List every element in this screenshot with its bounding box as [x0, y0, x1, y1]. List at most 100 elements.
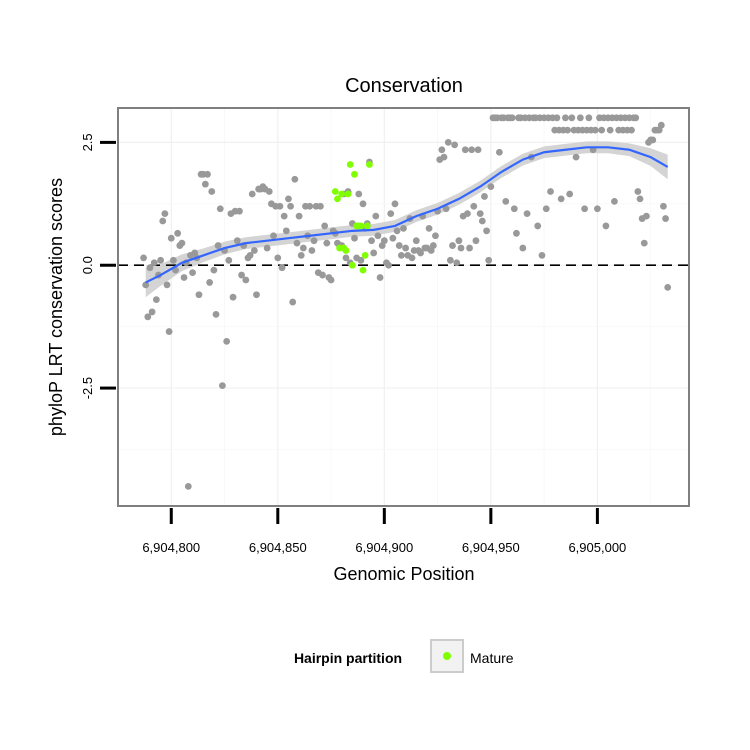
- data-point: [440, 153, 448, 161]
- mature-point: [342, 247, 350, 254]
- panel-background: [118, 108, 689, 506]
- data-point: [148, 308, 156, 316]
- data-point: [355, 190, 363, 198]
- data-point: [169, 256, 177, 264]
- data-point: [342, 254, 350, 262]
- data-point: [598, 126, 606, 134]
- data-point: [157, 256, 165, 264]
- data-point: [319, 271, 326, 279]
- x-tick-label: 6,904,950: [462, 540, 520, 555]
- data-point: [408, 254, 416, 262]
- data-point: [425, 224, 433, 232]
- data-point: [576, 114, 584, 122]
- y-tick-label: 2.5: [80, 133, 95, 151]
- data-point: [306, 202, 314, 210]
- data-point: [513, 229, 520, 237]
- data-point: [287, 202, 294, 210]
- data-point: [265, 188, 273, 195]
- data-point: [495, 148, 503, 156]
- data-point: [236, 207, 243, 215]
- data-point: [628, 126, 635, 134]
- legend: Hairpin partition Mature: [294, 639, 514, 673]
- data-point: [299, 244, 307, 252]
- data-point: [246, 252, 254, 259]
- data-point: [397, 252, 405, 259]
- data-point: [642, 212, 650, 220]
- data-point: [210, 266, 218, 274]
- data-point: [568, 114, 576, 122]
- x-tick-label: 6,904,800: [142, 540, 200, 555]
- data-point: [562, 114, 569, 122]
- data-point: [359, 200, 367, 208]
- data-point: [453, 259, 461, 267]
- data-point: [534, 222, 542, 230]
- data-point: [485, 256, 493, 264]
- data-point: [248, 190, 256, 198]
- data-point: [660, 202, 667, 210]
- data-point: [438, 146, 446, 154]
- data-point: [572, 153, 580, 161]
- points-layer: [140, 114, 672, 490]
- data-point: [165, 328, 173, 335]
- data-point: [429, 242, 437, 249]
- data-point: [161, 210, 169, 218]
- data-point: [581, 205, 589, 213]
- data-point: [400, 224, 407, 232]
- data-point: [280, 212, 288, 220]
- data-point: [564, 126, 571, 134]
- legend-title: Hairpin partition: [294, 650, 402, 666]
- data-point: [218, 382, 226, 390]
- data-point: [370, 249, 378, 257]
- data-point: [233, 237, 241, 245]
- data-point: [242, 276, 250, 284]
- data-point: [519, 244, 527, 252]
- data-point: [664, 283, 672, 291]
- data-point: [174, 229, 182, 237]
- data-point: [297, 252, 305, 259]
- data-point: [225, 256, 233, 264]
- data-point: [387, 210, 395, 218]
- data-point: [481, 193, 488, 200]
- data-point: [327, 276, 335, 284]
- data-point: [216, 205, 224, 213]
- data-point: [585, 114, 593, 122]
- mature-point: [363, 222, 371, 230]
- data-point: [270, 232, 277, 240]
- data-point: [464, 210, 471, 218]
- data-point: [402, 244, 410, 252]
- data-point: [649, 136, 657, 144]
- chart-title: Conservation: [345, 75, 463, 97]
- data-point: [538, 252, 546, 259]
- data-point: [632, 114, 640, 122]
- data-point: [542, 205, 550, 213]
- data-point: [289, 298, 297, 306]
- data-point: [291, 175, 299, 183]
- y-tick-label: -2.5: [80, 377, 95, 399]
- data-point: [391, 200, 399, 208]
- smooth-line-layer: [145, 146, 669, 284]
- data-point: [412, 237, 420, 245]
- data-point: [351, 234, 358, 242]
- data-point: [523, 210, 531, 218]
- data-point: [657, 121, 665, 129]
- data-point: [591, 126, 599, 134]
- data-point: [250, 247, 258, 254]
- data-point: [389, 234, 397, 242]
- data-point: [508, 114, 516, 122]
- data-point: [455, 237, 463, 245]
- legend-label-mature: Mature: [470, 650, 514, 666]
- data-point: [474, 146, 482, 154]
- mature-point: [357, 222, 365, 230]
- data-point: [468, 146, 476, 154]
- mature-point: [366, 161, 373, 168]
- data-point: [142, 281, 150, 289]
- data-point: [178, 239, 186, 247]
- legend-key-mature-dot: [443, 652, 451, 660]
- data-point: [146, 264, 154, 272]
- data-point: [263, 244, 271, 252]
- x-tick-label: 6,904,900: [355, 540, 413, 555]
- data-point: [159, 217, 167, 225]
- mature-point: [346, 161, 354, 168]
- data-point: [223, 337, 231, 345]
